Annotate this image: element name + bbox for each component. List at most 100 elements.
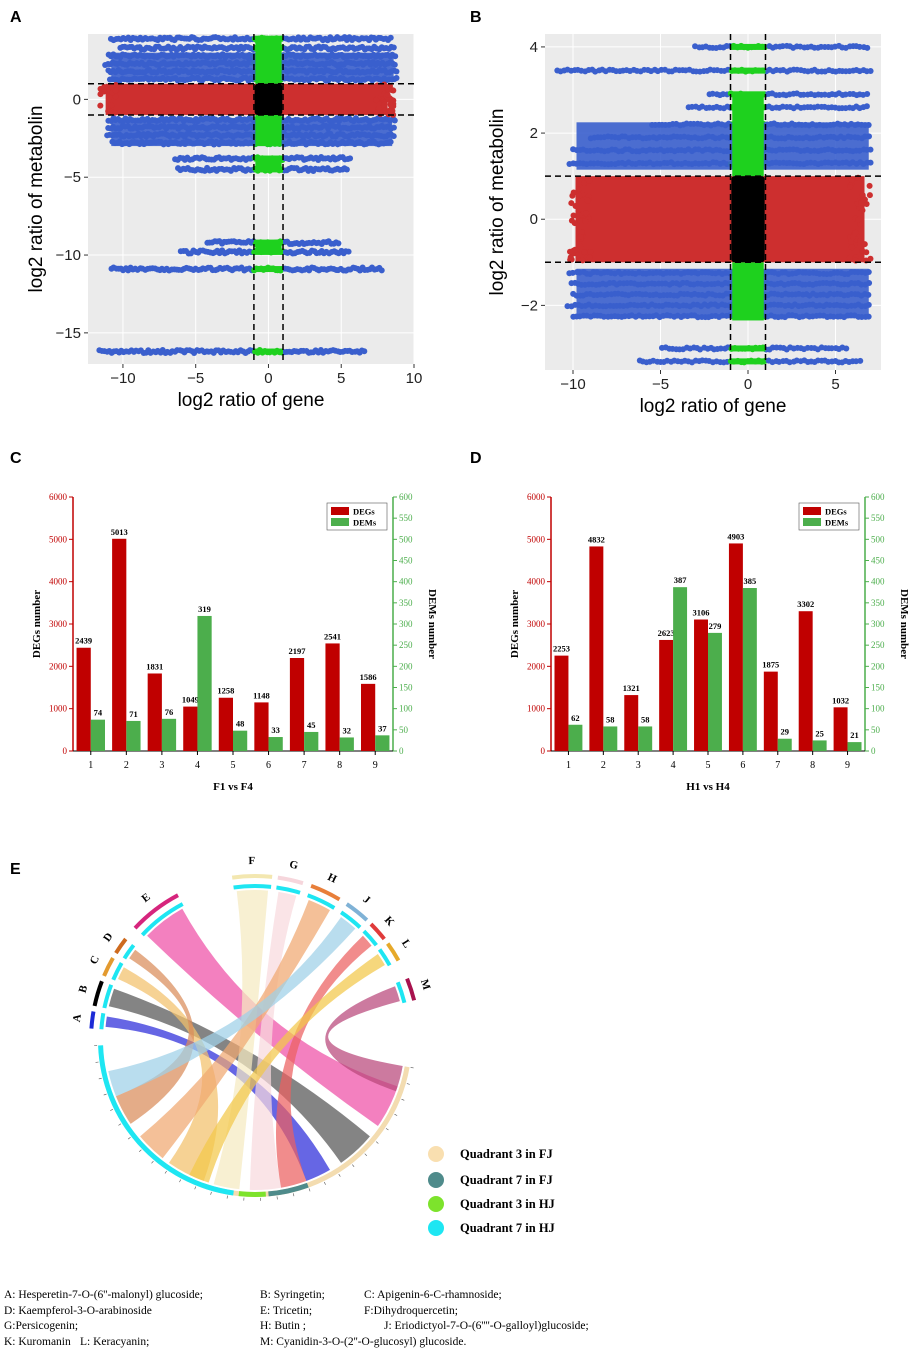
left-tick-label: 2000: [49, 661, 68, 671]
data-point: [391, 44, 397, 50]
bar-degs-label: 1258: [217, 686, 234, 696]
legend-swatch-dems: [331, 518, 349, 526]
x-axis-title: log2 ratio of gene: [178, 390, 325, 411]
panel-label-a: A: [10, 9, 22, 26]
sector-inner-ring: [233, 884, 271, 889]
bar-dems: [340, 737, 354, 751]
bar-degs: [219, 698, 233, 751]
legend-label-q3-fj: Quadrant 3 in FJ: [460, 1147, 553, 1161]
data-point: [586, 178, 592, 184]
legend-swatch-q3-hj: [428, 1196, 444, 1212]
y-tick-label: 2: [530, 125, 538, 142]
bar-degs: [694, 620, 708, 751]
data-point: [867, 256, 873, 262]
y-tick-label: 4: [530, 39, 538, 56]
left-tick-label: 3000: [527, 619, 546, 629]
bar-degs-label: 2623: [658, 628, 675, 638]
scale-tick: [401, 1099, 404, 1100]
bar-degs-label: 1148: [253, 690, 270, 700]
abbr-c: C: Apigenin-6-C-rhamnoside;: [364, 1288, 502, 1304]
abbr-h: H: Butin ;: [260, 1319, 306, 1335]
data-point: [392, 117, 398, 123]
x-tick-label: 7: [775, 760, 780, 771]
left-tick-label: 5000: [527, 534, 546, 544]
legend-label-q7-fj: Quadrant 7 in FJ: [460, 1173, 553, 1187]
y-tick-label: −15: [56, 325, 81, 342]
y-tick-label: −10: [56, 247, 81, 264]
x-tick-label: 1: [88, 760, 93, 771]
sector-label: A: [71, 1013, 84, 1022]
bar-degs: [183, 707, 197, 751]
bar-degs: [112, 539, 126, 751]
scale-tick: [407, 1084, 410, 1085]
data-point: [572, 247, 578, 253]
data-point: [864, 91, 870, 97]
bar-dems: [603, 726, 617, 751]
y-tick-label: −5: [64, 169, 81, 186]
scale-tick: [128, 1137, 130, 1139]
x-tick-label: 2: [601, 760, 606, 771]
data-point: [858, 200, 864, 206]
right-tick-label: 250: [871, 640, 885, 650]
y-axis-title: DEGs number: [509, 590, 521, 658]
outside-region-fill: [111, 118, 392, 146]
x-tick-label: 5: [706, 760, 711, 771]
right-tick-label: 600: [871, 492, 885, 502]
left-tick-label: 4000: [49, 577, 68, 587]
bar-dems-label: 29: [781, 727, 790, 737]
right-tick-label: 350: [399, 598, 413, 608]
bar-dems: [304, 732, 318, 751]
data-point: [388, 35, 394, 41]
y-axis-title: log2 ratio of metabolin: [487, 109, 508, 296]
abbr-l: L: Keracyanin;: [80, 1335, 149, 1350]
right-tick-label: 100: [871, 704, 885, 714]
legend-label-degs: DEGs: [825, 507, 847, 517]
bar-dems-label: 32: [343, 725, 352, 735]
outside-region-fill: [111, 53, 393, 81]
panel-label-c: C: [10, 450, 22, 467]
x-tick-label: 3: [636, 760, 641, 771]
gene-only-fill: [732, 262, 764, 320]
bar-dems: [126, 721, 140, 751]
left-tick-label: 2000: [527, 661, 546, 671]
right-tick-label: 200: [871, 661, 885, 671]
x-tick-label: 0: [744, 376, 752, 393]
data-point: [571, 212, 577, 218]
data-point: [583, 210, 589, 216]
bar-dems: [778, 739, 792, 751]
bar-dems-label: 387: [674, 575, 688, 585]
gene-only-segment: [254, 266, 283, 272]
data-point: [568, 254, 574, 260]
data-point: [847, 184, 853, 190]
left-tick-label: 3000: [49, 619, 68, 629]
bar-degs-label: 1321: [623, 683, 640, 693]
gene-only-fill: [732, 45, 764, 49]
x-axis-title: log2 ratio of gene: [640, 396, 787, 417]
legend-label-q7-hj: Quadrant 7 in HJ: [460, 1221, 555, 1235]
left-tick-label: 0: [541, 746, 546, 756]
bar-dems-label: 279: [709, 621, 722, 631]
bar-degs-label: 2197: [289, 646, 307, 656]
data-point: [97, 103, 103, 109]
abbreviation-list: A: Hesperetin-7-O-(6''-malonyl) glucosid…: [4, 1288, 904, 1350]
data-point: [568, 200, 574, 206]
left-tick-label: 6000: [527, 492, 546, 502]
bar-degs-label: 1586: [360, 672, 377, 682]
right-tick-label: 500: [871, 534, 885, 544]
scale-tick: [376, 1142, 378, 1144]
x-tick-label: 8: [337, 760, 342, 771]
left-tick-label: 6000: [49, 492, 68, 502]
x-tick-label: −10: [560, 376, 585, 393]
right-tick-label: 600: [399, 492, 413, 502]
sector-label: D: [101, 931, 115, 944]
sector-inner-ring: [99, 1013, 105, 1029]
bar-degs-label: 4832: [588, 534, 605, 544]
bar-dems: [375, 735, 389, 751]
legend-swatch-dems: [803, 518, 821, 526]
scale-tick: [110, 1109, 113, 1110]
right-tick-label: 0: [871, 746, 876, 756]
data-point: [389, 97, 395, 103]
neither-region: [731, 176, 764, 262]
